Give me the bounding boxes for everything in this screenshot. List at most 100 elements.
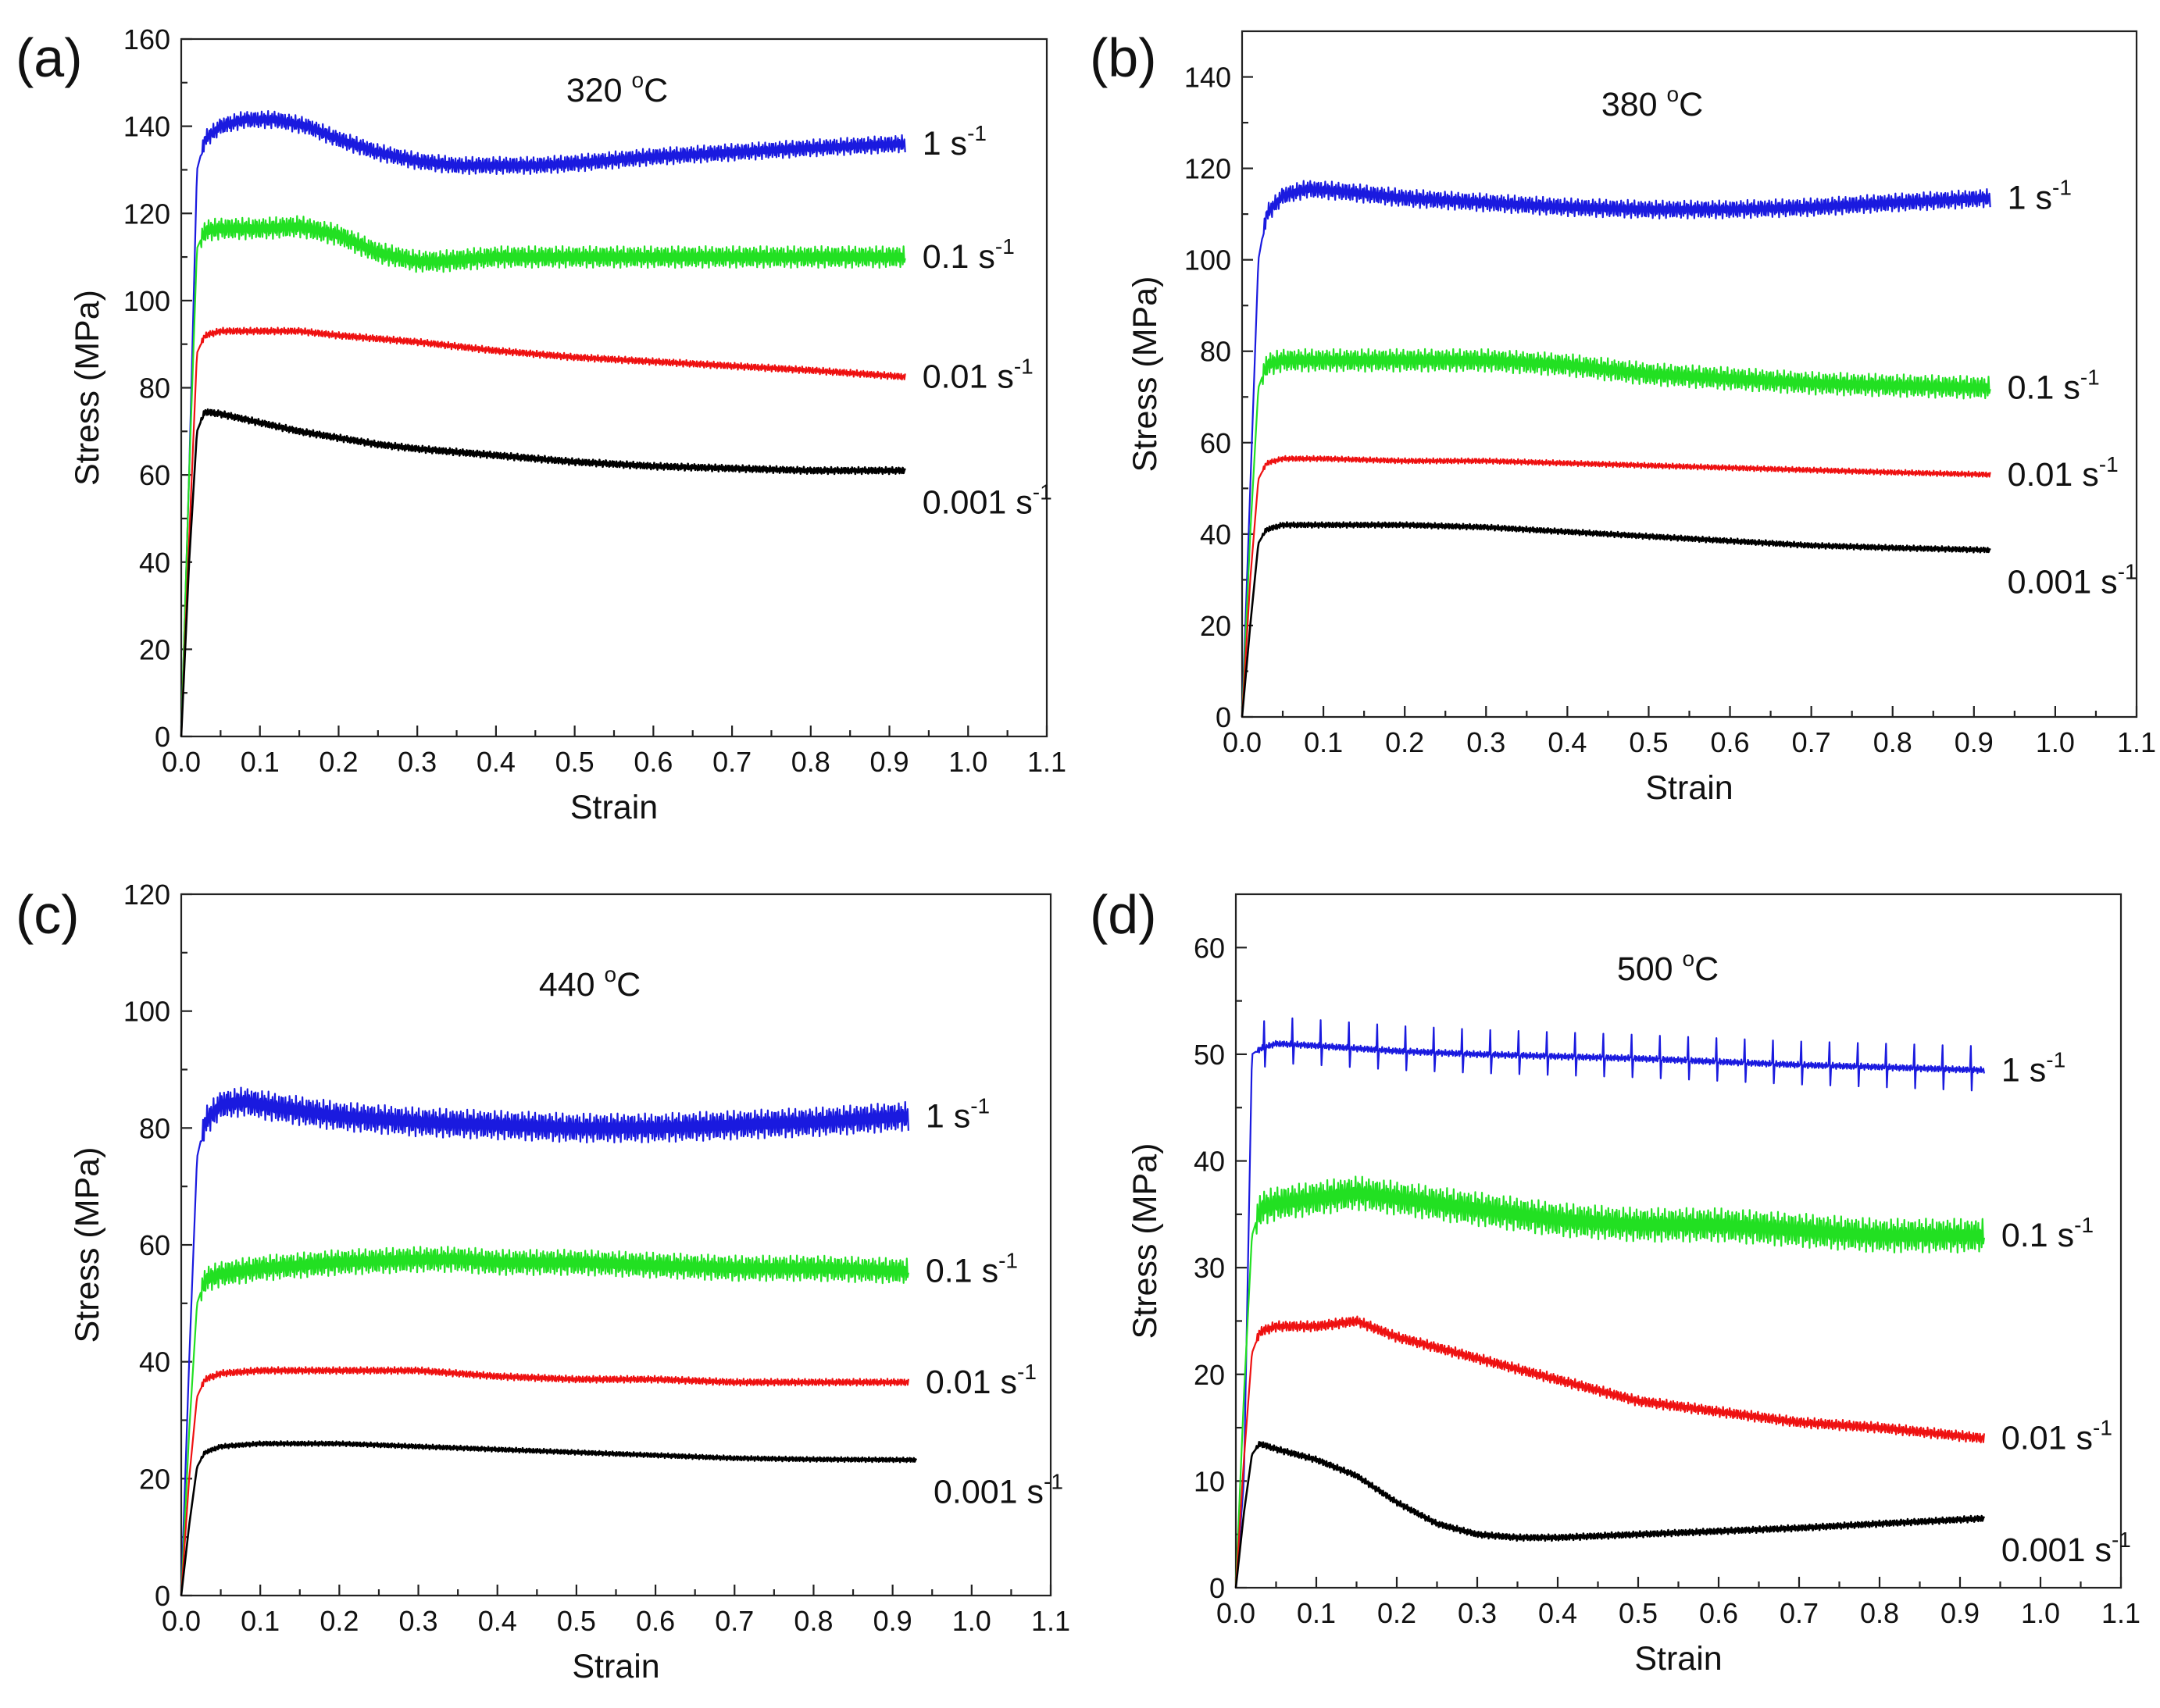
x-tick-label: 0.1 <box>1304 726 1343 758</box>
x-axis-label: Strain <box>1645 769 1733 807</box>
x-tick-label: 0.5 <box>555 746 594 778</box>
x-axis-label: Strain <box>1634 1640 1722 1678</box>
x-tick-label: 0.4 <box>1538 1597 1577 1629</box>
x-axis-label: Strain <box>570 789 658 826</box>
x-tick-label: 0.0 <box>1216 1597 1255 1629</box>
panel-label: (a) <box>16 27 83 88</box>
y-tick-label: 0 <box>155 721 170 753</box>
x-tick-label: 0.3 <box>1458 1597 1497 1629</box>
y-tick-label: 20 <box>1200 610 1231 642</box>
x-tick-label: 0.5 <box>1619 1597 1658 1629</box>
x-tick-label: 0.0 <box>162 1605 201 1637</box>
x-tick-label: 0.4 <box>1548 726 1587 758</box>
temperature-label: 380 oC <box>1601 82 1703 123</box>
panel-c: 0.0 0.1 0.2 0.3 0.4 0.5 0.6 0.7 0.8 0.9 1.0 1.1 0 20 4… <box>16 879 1070 1685</box>
panel-label: (d) <box>1090 884 1157 945</box>
x-tick-label: 0.8 <box>794 1605 833 1637</box>
series-line-0p001-s <box>180 408 906 737</box>
x-tick-label: 0.9 <box>870 746 909 778</box>
x-tick-label: 0.0 <box>162 746 201 778</box>
series-line-0p001-s <box>1234 1440 1986 1589</box>
x-tick-label: 0.7 <box>715 1605 754 1637</box>
x-tick-label: 0.2 <box>1385 726 1424 758</box>
y-tick-label: 20 <box>1194 1359 1225 1391</box>
y-tick-label: 30 <box>1194 1252 1225 1284</box>
y-tick-label: 80 <box>139 1112 170 1144</box>
series-label: 0.001 s-1 <box>2001 1528 2131 1569</box>
y-axis-label: Stress (MPa) <box>1126 1143 1164 1339</box>
x-tick-label: 0.9 <box>873 1605 912 1637</box>
series-line-0p001-s <box>1241 521 1991 718</box>
series-line-0p1-s <box>1241 348 1991 718</box>
x-tick-label: 1.0 <box>948 746 987 778</box>
y-tick-label: 50 <box>1194 1039 1225 1071</box>
y-tick-label: 0 <box>1209 1572 1225 1604</box>
panel-label: (b) <box>1090 27 1157 88</box>
x-tick-label: 0.2 <box>1377 1597 1416 1629</box>
series-label: 0.001 s-1 <box>923 480 1052 522</box>
plot-frame <box>180 37 1048 738</box>
x-tick-label: 0.8 <box>1873 726 1912 758</box>
y-tick-label: 120 <box>123 198 170 230</box>
y-tick-label: 120 <box>1184 153 1231 185</box>
x-tick-label: 0.6 <box>1711 726 1750 758</box>
y-axis-label: Stress (MPa) <box>69 290 106 486</box>
series-label: 0.1 s-1 <box>923 234 1015 276</box>
x-tick-label: 1.0 <box>2021 1597 2060 1629</box>
series-line-0p01-s <box>180 1366 909 1596</box>
temperature-label: 320 oC <box>566 68 668 109</box>
series-label: 1 s-1 <box>923 121 987 162</box>
series-label: 0.001 s-1 <box>934 1469 1063 1510</box>
series-label: 0.1 s-1 <box>926 1249 1018 1290</box>
x-tick-label: 0.3 <box>398 746 437 778</box>
series-line-0p1-s <box>1234 1175 1985 1589</box>
x-tick-label: 1.1 <box>2101 1597 2140 1629</box>
series-line-1-s <box>180 1086 909 1596</box>
y-tick-label: 100 <box>123 996 170 1028</box>
y-tick-label: 20 <box>139 633 170 665</box>
y-tick-label: 80 <box>1200 336 1231 368</box>
temperature-label: 500 oC <box>1617 947 1719 988</box>
series-line-0p1-s <box>180 1246 909 1596</box>
y-tick-label: 100 <box>123 285 170 317</box>
y-tick-label: 80 <box>139 373 170 405</box>
series-label: 1 s-1 <box>2008 176 2072 217</box>
series-line-0p001-s <box>180 1440 918 1596</box>
y-tick-label: 0 <box>1216 701 1231 733</box>
panel-d: 0.0 0.1 0.2 0.3 0.4 0.5 0.6 0.7 0.8 0.9 1.0 1.1 0 10 2… <box>1090 884 2140 1678</box>
y-tick-label: 40 <box>139 1346 170 1378</box>
x-tick-label: 0.9 <box>1955 726 1994 758</box>
x-tick-label: 0.7 <box>712 746 752 778</box>
x-tick-label: 0.0 <box>1223 726 1262 758</box>
x-tick-label: 0.9 <box>1940 1597 1980 1629</box>
x-tick-label: 1.1 <box>1031 1605 1070 1637</box>
x-tick-label: 0.6 <box>634 746 673 778</box>
series-label: 0.01 s-1 <box>923 355 1034 396</box>
x-tick-label: 1.1 <box>2117 726 2156 758</box>
series-line-1-s <box>1234 1017 1985 1589</box>
y-tick-label: 40 <box>1194 1146 1225 1178</box>
x-tick-label: 0.7 <box>1780 1597 1819 1629</box>
y-tick-label: 60 <box>1200 427 1231 459</box>
panel-a: 0.0 0.1 0.2 0.3 0.4 0.5 0.6 0.7 0.8 0.9 1.0 1.1 0 20 4… <box>16 23 1066 826</box>
temperature-label: 440 oC <box>539 962 641 1004</box>
x-tick-label: 0.3 <box>1466 726 1505 758</box>
y-tick-label: 40 <box>139 547 170 579</box>
x-tick-label: 1.0 <box>952 1605 991 1637</box>
y-tick-label: 10 <box>1194 1465 1225 1497</box>
y-tick-label: 20 <box>139 1463 170 1495</box>
series-label: 0.1 s-1 <box>2008 365 2100 407</box>
x-tick-label: 0.3 <box>399 1605 438 1637</box>
series-label: 0.01 s-1 <box>926 1360 1037 1401</box>
y-axis-label: Stress (MPa) <box>69 1147 106 1343</box>
x-tick-label: 0.1 <box>241 746 280 778</box>
y-tick-label: 140 <box>1184 62 1231 94</box>
x-axis-label: Strain <box>572 1648 659 1685</box>
series-line-1-s <box>1241 180 1991 718</box>
x-tick-label: 0.2 <box>320 1605 359 1637</box>
series-label: 0.1 s-1 <box>2001 1213 2094 1254</box>
x-tick-label: 0.6 <box>636 1605 675 1637</box>
series-line-0p01-s <box>180 326 906 737</box>
series-label: 1 s-1 <box>926 1093 990 1135</box>
